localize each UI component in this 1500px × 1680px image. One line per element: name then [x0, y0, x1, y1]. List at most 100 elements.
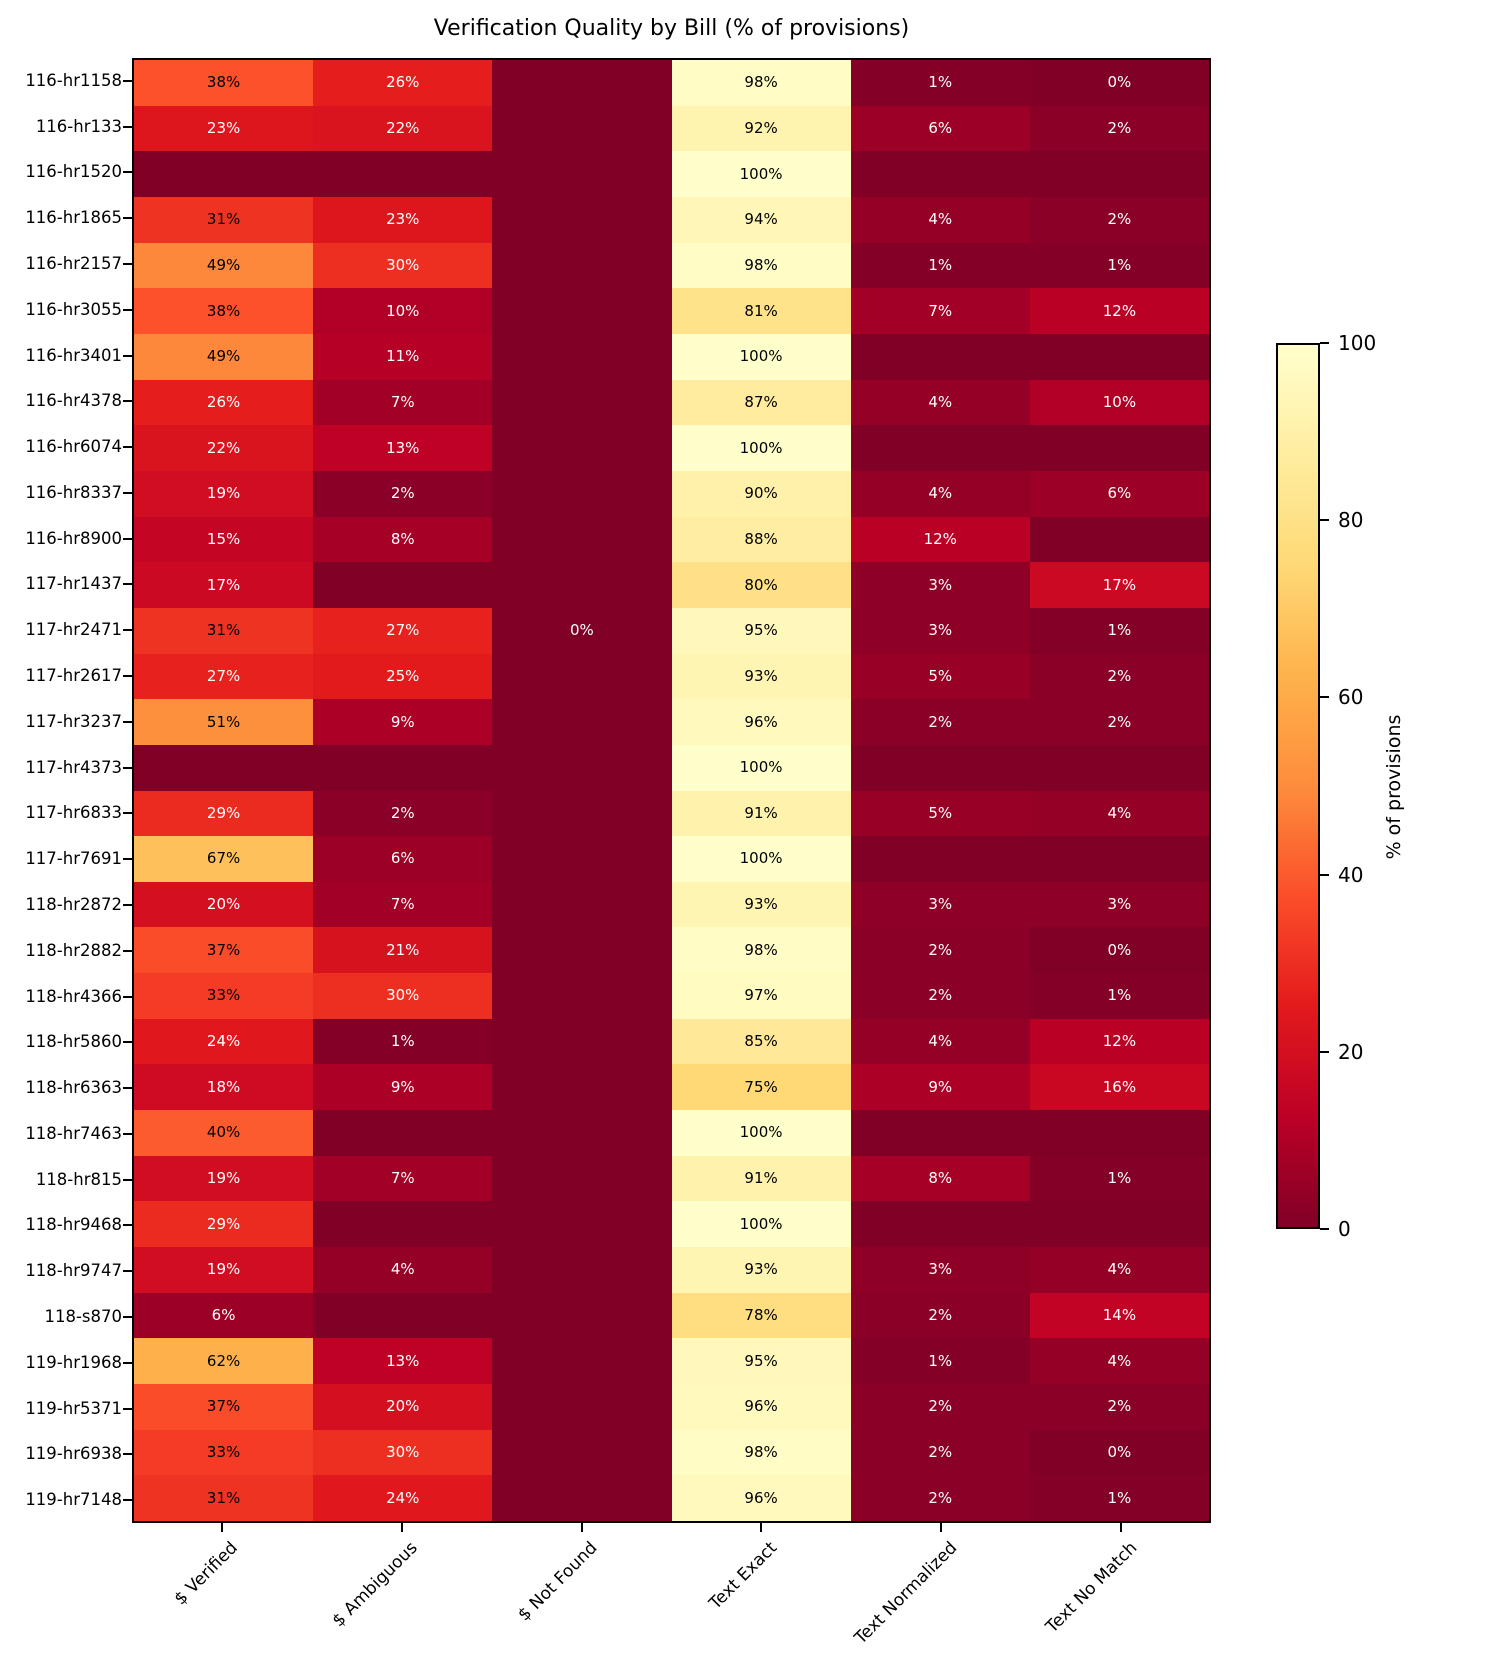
y-tick: [123, 308, 132, 311]
y-tick: [123, 1178, 132, 1181]
cell-value-label: 100%: [739, 758, 783, 777]
cell-value-label: 24%: [206, 1032, 241, 1051]
heatmap-cell: [1029, 1110, 1209, 1156]
heatmap-cell: 2%: [1029, 196, 1209, 243]
heatmap-cell: 21%: [313, 927, 493, 974]
heatmap-cell: 90%: [671, 470, 851, 517]
heatmap-cell: [492, 881, 672, 928]
heatmap-cell: 4%: [1029, 790, 1209, 837]
heatmap-cell: 4%: [313, 1247, 493, 1293]
x-tick: [400, 1523, 403, 1532]
cell-value-label: 100%: [739, 438, 783, 457]
heatmap-cell: 18%: [134, 1064, 314, 1111]
y-axis-label: 117-hr4373: [25, 757, 122, 777]
y-tick: [123, 217, 132, 220]
cell-value-label: 4%: [390, 1260, 415, 1279]
heatmap-cell: [492, 1155, 672, 1202]
cell-value-label: 75%: [744, 1077, 778, 1096]
cell-value-label: 10%: [1102, 392, 1137, 411]
heatmap-cell: 2%: [1029, 1384, 1209, 1430]
y-axis-label: 116-hr8337: [25, 482, 122, 502]
heatmap-cell: 2%: [1029, 699, 1209, 745]
heatmap-cell: 6%: [850, 105, 1030, 152]
cell-value-label: 0%: [1107, 73, 1132, 92]
cell-value-label: 23%: [206, 118, 241, 137]
heatmap-cell: 30%: [313, 242, 493, 289]
x-tick: [220, 1523, 223, 1532]
heatmap-cell: 93%: [671, 653, 851, 700]
cell-value-label: 85%: [744, 1032, 778, 1051]
heatmap-cell: 0%: [492, 607, 672, 654]
heatmap-cell: 25%: [313, 653, 493, 700]
heatmap-cell: [492, 744, 672, 791]
cell-value-label: 1%: [1107, 1488, 1132, 1507]
cell-value-label: 3%: [928, 621, 953, 640]
cell-value-label: 37%: [206, 1397, 241, 1416]
cell-value-label: 7%: [928, 301, 953, 320]
cell-value-label: 0%: [1107, 940, 1132, 959]
heatmap-cell: 75%: [671, 1064, 851, 1111]
cell-value-label: 2%: [1107, 210, 1132, 229]
cell-value-label: 2%: [928, 986, 953, 1005]
heatmap-cell: 96%: [671, 1384, 851, 1430]
heatmap-cell: [134, 151, 314, 197]
y-tick: [123, 446, 132, 449]
heatmap-cell: 9%: [850, 1064, 1030, 1111]
heatmap-cell: [850, 1201, 1030, 1248]
y-tick: [123, 400, 132, 403]
heatmap-cell: [1029, 836, 1209, 882]
heatmap-cell: [850, 425, 1030, 471]
cell-value-label: 14%: [1102, 1306, 1137, 1325]
heatmap-cell: [492, 836, 672, 882]
heatmap-cell: 80%: [671, 562, 851, 608]
heatmap-cell: [1029, 1201, 1209, 1248]
heatmap-cell: 92%: [671, 105, 851, 152]
heatmap-cell: 7%: [313, 379, 493, 426]
heatmap-cell: 4%: [850, 470, 1030, 517]
heatmap-cell: 3%: [850, 607, 1030, 654]
heatmap-cell: [850, 744, 1030, 791]
x-tick: [1120, 1523, 1123, 1532]
heatmap-cell: 100%: [671, 151, 851, 197]
cell-value-label: 1%: [390, 1032, 415, 1051]
y-tick: [123, 1270, 132, 1273]
y-axis-label: 118-s870: [44, 1306, 122, 1326]
heatmap-cell: 91%: [671, 790, 851, 837]
heatmap-cell: 8%: [850, 1155, 1030, 1202]
cell-value-label: 9%: [390, 1077, 415, 1096]
y-axis-label: 116-hr8900: [25, 528, 122, 548]
cell-value-label: 1%: [928, 73, 953, 92]
y-tick: [123, 583, 132, 586]
cell-value-label: 10%: [386, 301, 420, 320]
heatmap-cell: 2%: [850, 699, 1030, 745]
cell-value-label: 7%: [390, 392, 415, 411]
heatmap-cell: [313, 1201, 493, 1248]
y-axis-label: 118-hr2882: [25, 940, 122, 960]
heatmap-cell: 37%: [134, 1384, 314, 1430]
heatmap-cell: 87%: [671, 379, 851, 426]
cell-value-label: 27%: [206, 666, 241, 685]
heatmap-cell: 88%: [671, 516, 851, 563]
heatmap-cell: 1%: [1029, 973, 1209, 1019]
heatmap-cell: 0%: [1029, 927, 1209, 974]
cell-value-label: 98%: [744, 1443, 778, 1462]
cell-value-label: 8%: [390, 529, 415, 548]
cell-value-label: 17%: [206, 575, 241, 594]
cell-value-label: 92%: [744, 118, 778, 137]
cell-value-label: 6%: [211, 1306, 236, 1325]
colorbar-tick: [1320, 1228, 1329, 1230]
heatmap-cell: 16%: [1029, 1064, 1209, 1111]
heatmap-cell: [492, 151, 672, 197]
x-tick: [940, 1523, 943, 1532]
heatmap-cell: [492, 60, 672, 106]
cell-value-label: 2%: [928, 1306, 953, 1325]
y-axis-label: 117-hr3237: [25, 711, 122, 731]
cell-value-label: 2%: [928, 712, 953, 731]
heatmap-cell: 98%: [671, 60, 851, 106]
heatmap-cell: 23%: [313, 196, 493, 243]
heatmap-cell: [850, 1110, 1030, 1156]
heatmap-cell: 78%: [671, 1292, 851, 1339]
cell-value-label: 2%: [1107, 666, 1132, 685]
y-axis-label: 118-hr9468: [25, 1215, 122, 1235]
cell-value-label: 95%: [744, 621, 778, 640]
